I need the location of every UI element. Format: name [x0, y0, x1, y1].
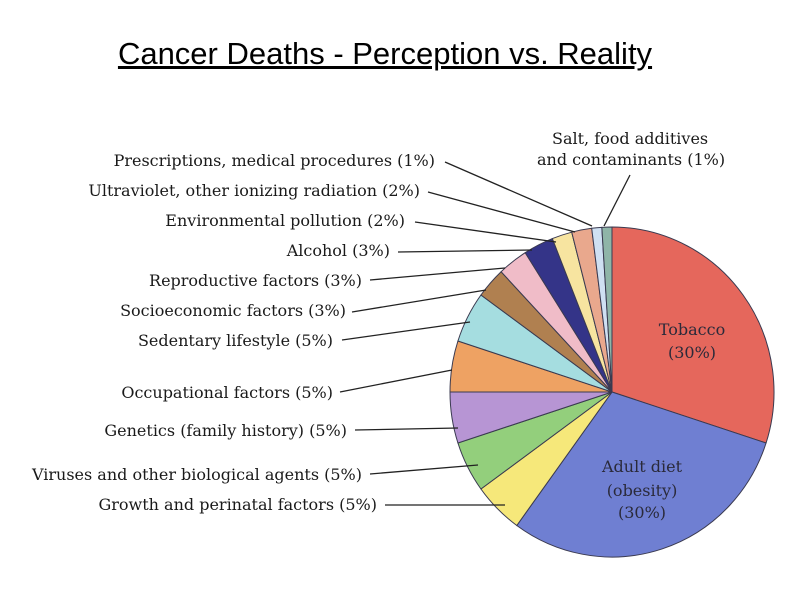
label-socioeconomic: Socioeconomic factors (3%) [120, 301, 346, 320]
pie-slice-adult-diet-obesity [516, 391, 767, 558]
label-tobacco-line1: Tobacco [659, 320, 725, 339]
label-genetics: Genetics (family history) (5%) [104, 421, 347, 440]
label-salt-line1: Salt, food additives [552, 129, 708, 148]
label-reproductive: Reproductive factors (3%) [149, 271, 362, 290]
leader-environmental [414, 221, 557, 243]
label-ultraviolet: Ultraviolet, other ionizing radiation (2… [88, 181, 420, 200]
leader-ultraviolet [427, 191, 576, 233]
label-salt-line2: and contaminants (1%) [537, 150, 725, 169]
pie-slice-salt-food-additives-and-contaminants [601, 226, 613, 393]
label-alcohol: Alcohol (3%) [286, 241, 390, 260]
label-occupational: Occupational factors (5%) [121, 383, 333, 402]
label-tobacco-line2: (30%) [668, 343, 716, 362]
page-title: Cancer Deaths - Perception vs. Reality [117, 36, 653, 71]
leader-salt [603, 174, 631, 227]
leader-alcohol [397, 249, 533, 253]
label-viruses: Viruses and other biological agents (5%) [31, 465, 362, 484]
leader-reproductive [369, 267, 506, 281]
leader-genetics [354, 427, 459, 431]
pie-slice-tobacco [611, 226, 775, 444]
label-sedentary: Sedentary lifestyle (5%) [138, 331, 333, 350]
leader-prescriptions [444, 161, 593, 227]
leader-sedentary [341, 321, 471, 341]
label-diet-line1: Adult diet [601, 457, 683, 476]
label-prescriptions: Prescriptions, medical procedures (1%) [114, 151, 435, 170]
label-diet-line2: (obesity) [607, 481, 678, 500]
label-growth: Growth and perinatal factors (5%) [98, 495, 377, 514]
leader-viruses [369, 464, 479, 475]
label-diet-line3: (30%) [618, 503, 666, 522]
leader-occupational [339, 369, 453, 393]
leader-socioeconomic [351, 289, 487, 313]
label-environmental: Environmental pollution (2%) [165, 211, 405, 230]
